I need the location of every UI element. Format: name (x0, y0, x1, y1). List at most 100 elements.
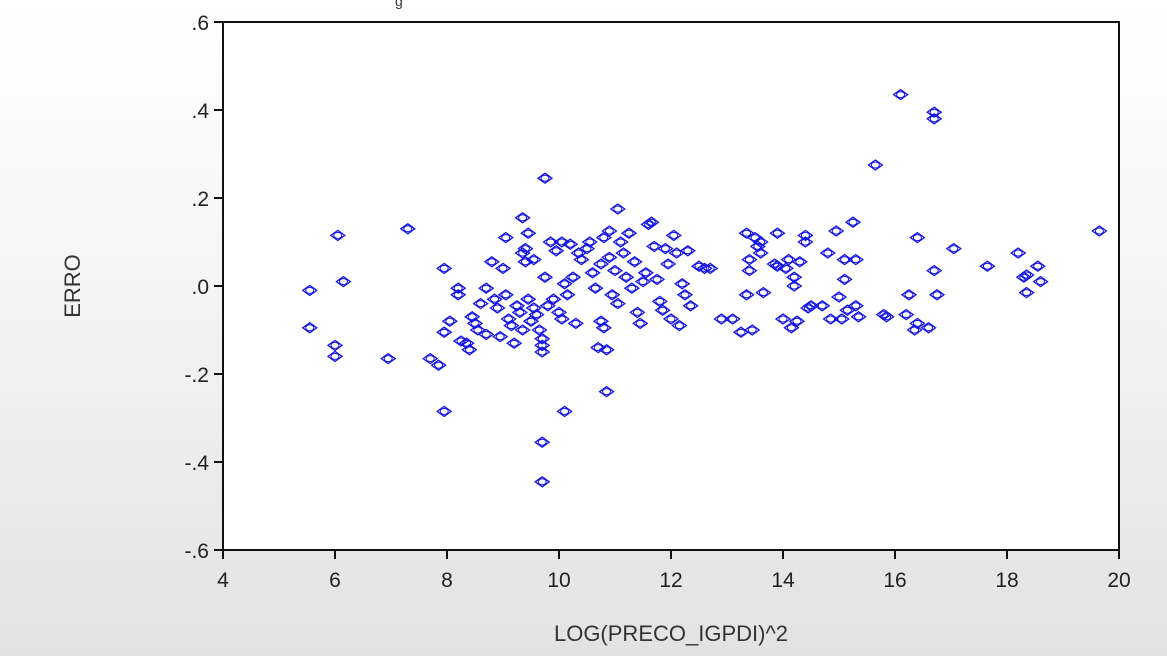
data-point (752, 236, 769, 248)
data-point (326, 350, 344, 363)
data-point (780, 253, 797, 266)
data-point (472, 297, 489, 310)
data-point (534, 333, 551, 345)
data-point (819, 247, 836, 259)
data-point (847, 300, 864, 312)
data-point (601, 251, 618, 264)
data-point (774, 313, 792, 325)
data-point (674, 278, 691, 290)
data-point (640, 218, 657, 231)
x-axis: 4 6 8 10 12 14 16 18 20 (217, 550, 1131, 592)
data-point (520, 227, 537, 239)
data-point (898, 308, 915, 321)
data-point (615, 247, 632, 259)
data-point (744, 324, 761, 336)
data-point (724, 313, 741, 325)
data-point (492, 330, 509, 343)
data-point (920, 322, 937, 334)
y-axis-label: ERRO (60, 254, 85, 318)
data-point (814, 300, 831, 312)
data-point (909, 231, 926, 244)
data-point (657, 242, 674, 255)
data-point (797, 236, 814, 248)
data-point (637, 267, 654, 279)
data-point (738, 227, 755, 239)
data-point (738, 289, 755, 301)
data-point (573, 253, 590, 266)
data-point (430, 359, 447, 371)
data-point (525, 253, 542, 266)
data-points (301, 88, 1108, 488)
data-point (612, 236, 629, 248)
data-point (878, 311, 895, 323)
y-tick-label: -.6 (184, 540, 209, 563)
data-point (497, 231, 514, 244)
data-point (506, 337, 523, 349)
data-point (486, 293, 503, 305)
data-point (581, 236, 598, 248)
data-point (520, 293, 537, 305)
data-point (553, 313, 570, 325)
data-point (562, 238, 579, 250)
data-point (335, 275, 352, 288)
data-point (662, 313, 680, 325)
data-point (660, 258, 677, 270)
data-point (531, 324, 548, 336)
data-point (436, 262, 453, 275)
data-point (536, 172, 554, 184)
data-point (777, 262, 794, 275)
data-point (609, 203, 626, 215)
data-point (528, 308, 545, 321)
data-point (503, 319, 520, 332)
data-point (598, 344, 615, 356)
data-point (559, 289, 576, 301)
data-point (626, 256, 643, 268)
y-tick-label: .0 (191, 276, 209, 299)
data-point (651, 295, 668, 308)
data-point (671, 319, 688, 332)
data-point (786, 271, 803, 283)
x-tick-label: 20 (1107, 569, 1130, 592)
data-point (534, 346, 551, 358)
y-tick-label: .4 (191, 100, 209, 123)
data-point (584, 267, 601, 279)
data-point (665, 229, 682, 242)
data-point (598, 385, 615, 398)
data-point (609, 297, 626, 310)
data-point (601, 225, 618, 237)
data-point (786, 280, 803, 292)
data-point (646, 240, 663, 253)
data-point (867, 159, 884, 171)
data-point (797, 229, 814, 242)
data-point (1032, 275, 1049, 288)
data-point (514, 212, 531, 224)
data-point (769, 227, 786, 239)
data-point (850, 311, 867, 323)
data-point (752, 247, 769, 259)
data-point (696, 262, 713, 275)
data-point (326, 339, 344, 352)
x-tick-label: 8 (441, 569, 453, 592)
data-point (634, 275, 652, 288)
data-point (469, 324, 486, 336)
data-point (900, 289, 918, 301)
x-tick-label: 10 (547, 569, 570, 592)
x-tick-label: 14 (771, 569, 795, 592)
data-point (436, 405, 453, 418)
y-tick-label: .6 (191, 12, 209, 35)
data-point (909, 317, 926, 330)
data-point (422, 352, 439, 365)
y-tick-label: -.2 (184, 364, 209, 387)
data-point (679, 245, 696, 257)
data-point (654, 304, 671, 316)
data-point (676, 289, 694, 301)
data-point (461, 344, 478, 356)
data-point (494, 262, 512, 275)
data-point (592, 258, 610, 270)
data-point (623, 282, 640, 294)
y-axis: -.6 -.4 -.2 .0 .2 .4 .6 (184, 12, 223, 563)
data-point (830, 291, 848, 303)
x-axis-label: LOG(PRECO_IGPDI)^2 (554, 621, 788, 646)
data-point (1018, 286, 1035, 299)
